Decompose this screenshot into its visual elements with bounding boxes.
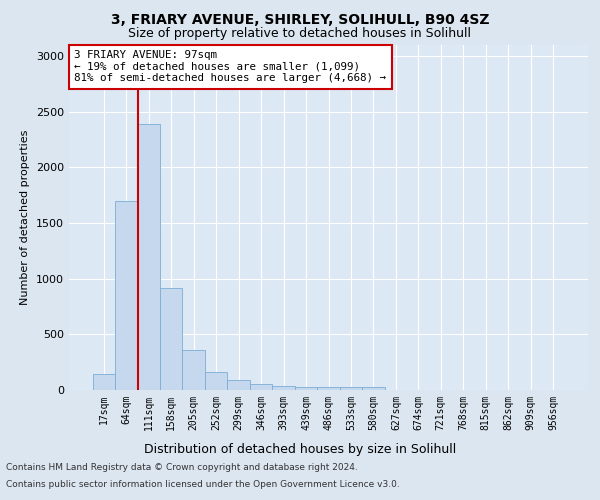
Bar [340,387,362,390]
Bar [362,386,385,390]
Bar [92,374,115,390]
Bar [295,386,317,390]
Bar [272,386,295,390]
Text: Contains HM Land Registry data © Crown copyright and database right 2024.: Contains HM Land Registry data © Crown c… [6,464,358,472]
Text: Contains public sector information licensed under the Open Government Licence v3: Contains public sector information licen… [6,480,400,489]
Y-axis label: Number of detached properties: Number of detached properties [20,130,31,305]
Text: 3, FRIARY AVENUE, SHIRLEY, SOLIHULL, B90 4SZ: 3, FRIARY AVENUE, SHIRLEY, SOLIHULL, B90… [111,12,489,26]
Bar [137,124,160,390]
Text: Size of property relative to detached houses in Solihull: Size of property relative to detached ho… [128,28,472,40]
Bar [205,372,227,390]
Bar [115,201,137,390]
Bar [182,350,205,390]
Bar [317,387,340,390]
Bar [160,288,182,390]
Text: Distribution of detached houses by size in Solihull: Distribution of detached houses by size … [144,442,456,456]
Text: 3 FRIARY AVENUE: 97sqm
← 19% of detached houses are smaller (1,099)
81% of semi-: 3 FRIARY AVENUE: 97sqm ← 19% of detached… [74,50,386,84]
Bar [227,380,250,390]
Bar [250,384,272,390]
